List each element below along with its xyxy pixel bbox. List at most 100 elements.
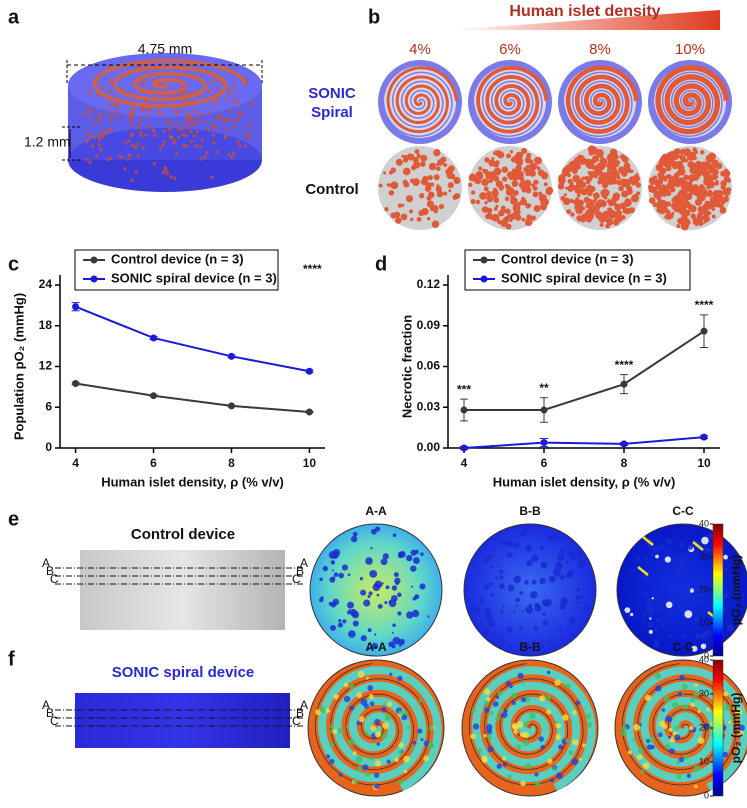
decoration: [494, 150, 498, 154]
decoration: [723, 554, 729, 560]
decoration: [392, 623, 396, 627]
decoration: [127, 138, 131, 143]
decoration: [492, 175, 500, 182]
decoration: [191, 122, 196, 127]
decoration: [108, 90, 113, 94]
decoration: [693, 220, 699, 225]
decoration: [382, 553, 389, 560]
decoration: [627, 612, 630, 615]
decoration: [732, 716, 737, 721]
decoration: [686, 773, 692, 778]
decoration: [223, 135, 228, 139]
decoration: [414, 549, 419, 554]
x-tick-label: 10: [697, 456, 711, 470]
decoration: [395, 217, 402, 224]
decoration: [675, 155, 679, 160]
decoration: [389, 672, 393, 676]
decoration: [593, 198, 597, 203]
decoration: [482, 168, 486, 172]
decoration: [161, 170, 166, 174]
decoration: [352, 751, 357, 755]
decoration: [642, 574, 650, 582]
decoration: [211, 123, 216, 128]
decoration: [706, 707, 711, 712]
decoration: [660, 623, 665, 628]
decoration: [507, 214, 512, 219]
decoration: [218, 116, 223, 120]
decoration: [680, 155, 686, 162]
decoration: [622, 209, 628, 214]
decoration: [687, 544, 694, 550]
decoration: [580, 188, 588, 196]
decoration: [198, 157, 203, 162]
decoration: [172, 139, 177, 143]
decoration: [88, 160, 92, 165]
decoration: [237, 144, 242, 149]
decoration: [452, 194, 458, 200]
decoration: [184, 144, 189, 149]
decoration: [376, 593, 380, 597]
decoration: [534, 156, 542, 165]
decoration: [352, 531, 358, 537]
decoration: [662, 187, 669, 194]
decoration: [392, 636, 401, 645]
decoration: [598, 177, 602, 181]
decoration: [570, 184, 577, 191]
decoration: [385, 585, 390, 590]
decoration: [422, 175, 429, 182]
decoration: [707, 211, 712, 216]
decoration: [664, 744, 671, 750]
data-point: [150, 334, 158, 342]
decoration: [513, 610, 516, 614]
decoration: [585, 158, 592, 166]
decoration: [524, 580, 529, 585]
decoration: [201, 113, 205, 117]
decoration: [412, 557, 420, 565]
decoration: [649, 736, 655, 743]
decoration: [576, 600, 581, 604]
decoration: [684, 610, 693, 619]
data-point: [72, 303, 80, 311]
decoration: [700, 631, 709, 640]
section-marker: B: [296, 706, 304, 720]
decoration: [485, 724, 493, 731]
decoration: [619, 155, 624, 159]
decoration: [622, 156, 629, 163]
decoration: [214, 126, 219, 130]
decoration: [173, 176, 177, 180]
decoration: [722, 592, 729, 599]
decoration: [232, 125, 236, 129]
decoration: [732, 588, 739, 595]
decoration: [353, 779, 358, 784]
decoration: [552, 766, 557, 771]
decoration: [627, 583, 631, 586]
legend-swatch: [90, 256, 98, 264]
decoration: [333, 572, 339, 578]
data-point: [227, 402, 235, 410]
decoration: [390, 212, 397, 219]
decoration: [660, 172, 664, 177]
decoration: [433, 209, 438, 214]
x-tick-label: 4: [72, 456, 79, 470]
view-title: B-B: [519, 640, 541, 654]
decoration: [231, 82, 236, 86]
decoration: [648, 197, 656, 204]
decoration: [566, 209, 572, 214]
decoration: [513, 209, 520, 216]
decoration: [513, 542, 520, 549]
decoration: [370, 724, 377, 731]
section-marker: C: [292, 714, 301, 728]
decoration: [530, 215, 536, 221]
decoration: [345, 725, 349, 729]
decoration: [194, 143, 198, 148]
decoration: [622, 179, 631, 187]
y-tick-label: 6: [45, 399, 52, 413]
decoration: [635, 556, 640, 561]
colorbar-tick-label: 20: [699, 584, 709, 594]
decoration: [406, 554, 413, 562]
decoration: [193, 117, 198, 122]
decoration: [509, 197, 518, 205]
decoration: [100, 135, 105, 139]
decoration: [699, 580, 704, 585]
decoration: [695, 633, 701, 639]
